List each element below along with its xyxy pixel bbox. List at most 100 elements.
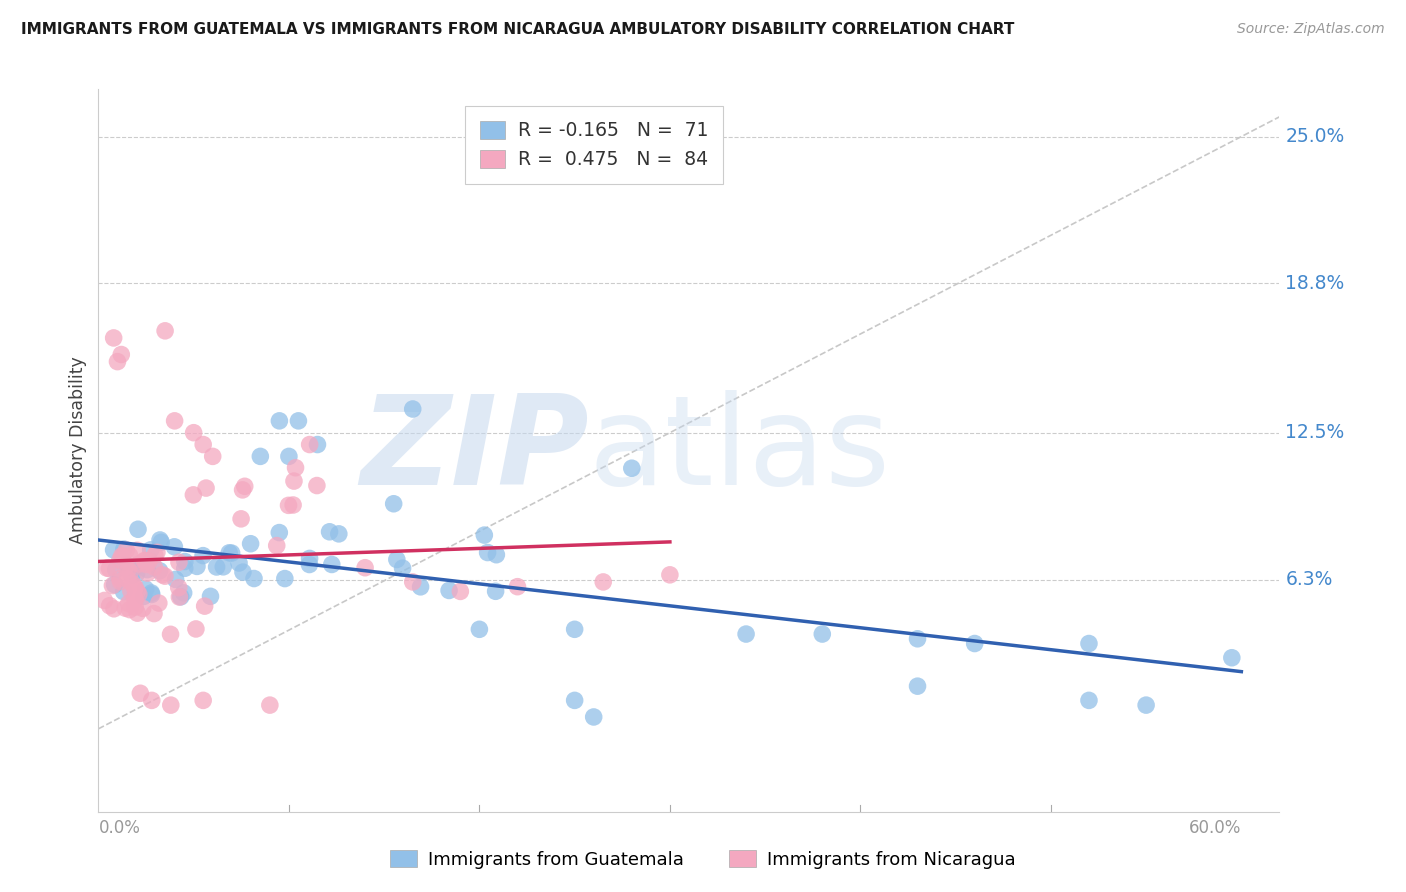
Point xyxy=(152,567,174,582)
Point xyxy=(114,559,136,574)
Point xyxy=(281,498,304,512)
Point xyxy=(811,627,834,641)
Point xyxy=(134,554,156,568)
Point xyxy=(169,590,191,604)
Point xyxy=(249,450,271,464)
Point xyxy=(149,533,172,547)
Point xyxy=(212,559,235,574)
Point xyxy=(354,560,377,574)
Point xyxy=(163,414,186,428)
Point xyxy=(402,402,425,417)
Point xyxy=(472,528,495,542)
Point xyxy=(122,562,145,576)
Point xyxy=(117,558,139,573)
Point xyxy=(564,693,586,707)
Point xyxy=(159,698,181,712)
Point xyxy=(277,499,299,513)
Point xyxy=(1078,636,1101,650)
Point xyxy=(266,539,288,553)
Point xyxy=(167,555,190,569)
Point xyxy=(298,551,321,566)
Point xyxy=(564,623,586,637)
Point xyxy=(321,558,343,572)
Point xyxy=(110,574,132,589)
Point xyxy=(108,572,131,586)
Point xyxy=(318,524,340,539)
Point xyxy=(135,558,157,572)
Point xyxy=(143,607,166,621)
Point xyxy=(115,543,138,558)
Point xyxy=(205,560,228,574)
Point xyxy=(136,563,159,577)
Point xyxy=(658,567,681,582)
Point xyxy=(150,535,173,549)
Point xyxy=(127,584,149,599)
Point xyxy=(229,512,252,526)
Text: IMMIGRANTS FROM GUATEMALA VS IMMIGRANTS FROM NICARAGUA AMBULATORY DISABILITY COR: IMMIGRANTS FROM GUATEMALA VS IMMIGRANTS … xyxy=(21,22,1015,37)
Point xyxy=(298,437,321,451)
Point xyxy=(287,414,309,428)
Text: ZIP: ZIP xyxy=(360,390,589,511)
Point xyxy=(118,549,141,563)
Point xyxy=(277,450,299,464)
Point xyxy=(243,572,266,586)
Text: 25.0%: 25.0% xyxy=(1285,127,1344,146)
Point xyxy=(163,540,186,554)
Point xyxy=(108,553,131,567)
Point xyxy=(620,461,643,475)
Point xyxy=(153,324,176,338)
Point xyxy=(104,577,127,591)
Point xyxy=(283,474,305,488)
Point xyxy=(136,566,159,580)
Point xyxy=(193,693,215,707)
Point xyxy=(127,543,149,558)
Point xyxy=(232,483,254,497)
Point xyxy=(107,354,129,368)
Point xyxy=(233,479,256,493)
Point xyxy=(124,592,146,607)
Point xyxy=(201,450,224,464)
Point xyxy=(382,497,405,511)
Point xyxy=(468,623,491,637)
Point xyxy=(112,584,135,599)
Point xyxy=(124,591,146,605)
Point xyxy=(307,437,329,451)
Point xyxy=(193,437,215,451)
Point xyxy=(103,331,125,345)
Text: 6.3%: 6.3% xyxy=(1285,570,1333,589)
Point xyxy=(170,590,193,604)
Point xyxy=(104,563,127,577)
Point xyxy=(141,693,163,707)
Point xyxy=(124,582,146,596)
Legend: Immigrants from Guatemala, Immigrants from Nicaragua: Immigrants from Guatemala, Immigrants fr… xyxy=(382,843,1024,876)
Point xyxy=(173,555,195,569)
Point xyxy=(139,542,162,557)
Point xyxy=(963,636,986,650)
Point xyxy=(117,572,139,586)
Point xyxy=(112,542,135,557)
Point xyxy=(194,599,217,614)
Point xyxy=(284,460,307,475)
Point xyxy=(259,698,281,712)
Point xyxy=(121,568,143,582)
Point xyxy=(128,557,150,571)
Point xyxy=(298,558,321,572)
Point xyxy=(218,546,240,560)
Text: atlas: atlas xyxy=(589,390,890,511)
Point xyxy=(485,548,508,562)
Point xyxy=(269,525,291,540)
Point xyxy=(127,606,149,620)
Point xyxy=(167,581,190,595)
Point xyxy=(449,584,471,599)
Point xyxy=(132,590,155,604)
Point xyxy=(138,554,160,568)
Point xyxy=(506,580,529,594)
Point xyxy=(477,545,499,559)
Point xyxy=(134,553,156,567)
Text: 12.5%: 12.5% xyxy=(1285,423,1344,442)
Point xyxy=(149,564,172,578)
Point xyxy=(146,545,169,559)
Point xyxy=(148,596,170,610)
Point xyxy=(143,548,166,562)
Point xyxy=(125,566,148,581)
